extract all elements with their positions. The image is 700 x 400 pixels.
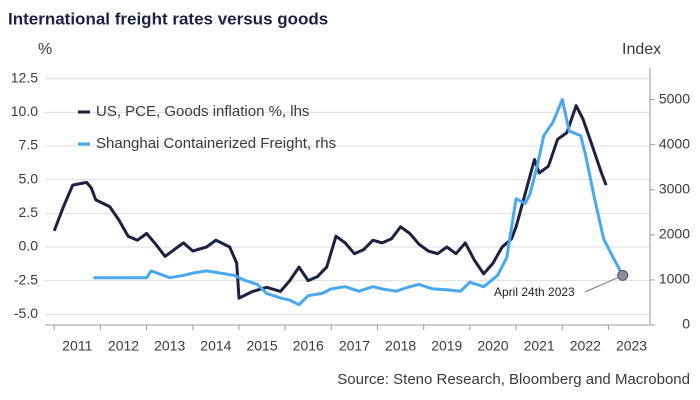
- x-tick-label: 2014: [200, 338, 231, 354]
- x-tick-label: 2013: [154, 338, 185, 354]
- x-tick-label: 2023: [616, 338, 647, 354]
- x-tick-label: 2016: [293, 338, 324, 354]
- annotation-marker: [617, 269, 629, 281]
- source-note: Source: Steno Research, Bloomberg and Ma…: [337, 371, 690, 388]
- y-tick-label: -2.5: [14, 271, 38, 287]
- x-tick-label: 2020: [477, 338, 508, 354]
- x-tick-label: 2017: [339, 338, 370, 354]
- y-tick-label: 0.0: [19, 238, 39, 254]
- y2-axis-label: Index: [622, 41, 661, 58]
- y-tick-label: 2.5: [19, 204, 39, 220]
- series-line: [93, 98, 625, 307]
- x-tick-label: 2019: [431, 338, 462, 354]
- y2-tick-label: 0: [682, 316, 690, 332]
- x-tick-label: 2012: [108, 338, 139, 354]
- y-tick-label: 5.0: [19, 170, 39, 186]
- x-tick-label: 2021: [524, 338, 555, 354]
- x-tick-label: 2018: [385, 338, 416, 354]
- y2-tick-label: 2000: [659, 226, 690, 242]
- y2-tick-label: 3000: [659, 180, 690, 196]
- y-axis-label: %: [38, 41, 52, 58]
- legend-label: US, PCE, Goods inflation %, lhs: [96, 103, 309, 120]
- x-tick-label: 2015: [246, 338, 277, 354]
- y-tick-label: 10.0: [11, 103, 38, 119]
- legend-label: Shanghai Containerized Freight, rhs: [96, 135, 336, 152]
- y-tick-label: -5.0: [14, 305, 38, 321]
- y2-tick-label: 1000: [659, 271, 690, 287]
- x-tick-label: 2022: [570, 338, 601, 354]
- y-tick-label: 7.5: [19, 137, 39, 153]
- series-line: [52, 104, 608, 300]
- y2-tick-label: 4000: [659, 135, 690, 151]
- y-tick-label: 12.5: [11, 69, 38, 85]
- annotation-line: [584, 274, 623, 293]
- chart-title: International freight rates versus goods: [8, 9, 328, 28]
- y2-tick-label: 5000: [659, 90, 690, 106]
- annotation: April 24th 2023: [494, 285, 575, 299]
- x-tick-label: 2011: [62, 338, 92, 354]
